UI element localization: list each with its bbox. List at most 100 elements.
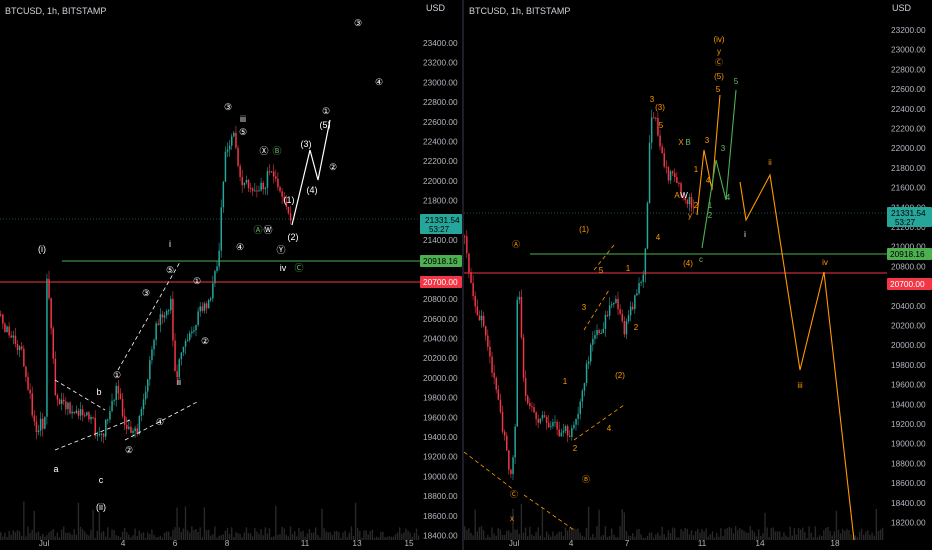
volume-bar (218, 535, 220, 540)
right-candle (472, 282, 474, 297)
right-red-level-tag: 20700.00 (890, 279, 925, 289)
volume-bar (178, 527, 180, 540)
right-current-price-tag-bg (887, 207, 932, 227)
volume-bar (829, 530, 831, 540)
left-candle (233, 132, 235, 137)
volume-bar (594, 537, 596, 540)
volume-bar (25, 536, 27, 540)
left-candle (235, 132, 237, 148)
trendline (583, 289, 610, 331)
left-candle (92, 416, 94, 418)
trendline (54, 419, 131, 451)
left-price-tick: 20400.00 (423, 334, 458, 344)
volume-bar (749, 526, 751, 540)
right-wave-label: 3 (705, 136, 710, 145)
left-candle (245, 179, 248, 183)
volume-bar (875, 508, 877, 540)
right-price-tick: 19600.00 (891, 380, 926, 390)
volume-bar (730, 528, 733, 540)
left-chart-panel[interactable]: (i) a b c (ii) i ① ② ③ ④ ⑤ ① ② ii iii ③ ⑤ ④ Ⓧ Ⓑ Ⓐ Ⓦ (1) (2) (3)(… (0, 0, 462, 550)
left-candle (18, 346, 21, 350)
right-candle (692, 207, 695, 209)
volume-bar (625, 530, 628, 540)
left-candle (184, 340, 187, 347)
volume-bar (529, 527, 531, 540)
left-candle (86, 412, 88, 416)
right-candle (491, 356, 493, 373)
volume-bar (701, 529, 703, 540)
volume-bar (751, 530, 754, 540)
volume-bar (865, 531, 867, 540)
left-price-tick: 19600.00 (423, 412, 458, 422)
left-price-tick: 18400.00 (423, 531, 458, 541)
volume-bar (554, 535, 556, 540)
volume-bar (205, 530, 208, 540)
volume-bar (300, 531, 302, 540)
volume-bar (304, 536, 306, 540)
volume-bar (312, 532, 315, 540)
volume-bar (491, 527, 493, 540)
volume-bar (615, 536, 617, 540)
volume-bar (109, 537, 111, 540)
left-currency-label: USD (426, 3, 446, 13)
right-candle (655, 117, 657, 119)
volume-bar (846, 528, 848, 540)
volume-bar (839, 533, 842, 540)
right-candle (512, 457, 514, 475)
left-candle (4, 323, 6, 332)
volume-bar (10, 534, 12, 540)
left-candle (115, 385, 117, 401)
volume-bar (283, 528, 285, 540)
volume-bar (273, 536, 275, 540)
volume-bar (825, 527, 827, 540)
volume-bar (535, 532, 537, 540)
volume-bar (258, 533, 260, 540)
volume-bar (327, 532, 329, 540)
left-candle (119, 393, 122, 399)
panel-divider[interactable] (462, 0, 464, 550)
volume-bar (407, 530, 409, 540)
right-wave-label: 2 (573, 444, 578, 453)
left-candle (210, 298, 212, 300)
volume-bar (762, 533, 764, 540)
left-candle (176, 371, 178, 378)
volume-bar (212, 534, 214, 540)
left-candle (214, 271, 216, 284)
volume-bar (718, 536, 720, 540)
right-candle (499, 399, 502, 412)
volume-bar (42, 533, 44, 540)
volume-bar (659, 535, 661, 540)
volume-bar (224, 530, 227, 540)
volume-bar (336, 530, 338, 540)
volume-bar (399, 527, 401, 540)
volume-bar (684, 527, 686, 540)
volume-bar (648, 532, 651, 540)
right-wave-label: (5) (714, 72, 724, 81)
volume-bar (6, 537, 8, 540)
volume-bar (214, 526, 216, 540)
volume-bar (325, 531, 327, 540)
volume-bar (663, 534, 665, 540)
left-candle (29, 389, 31, 394)
volume-bar (279, 534, 281, 540)
volume-bar (392, 536, 395, 540)
left-candle (226, 149, 229, 152)
volume-bar (590, 537, 592, 540)
volume-bar (0, 532, 2, 540)
volume-bar (315, 527, 317, 540)
volume-bar (587, 506, 590, 540)
volume-bar (831, 535, 833, 540)
volume-bar (516, 529, 518, 540)
volume-bar (734, 526, 737, 540)
left-candle (60, 399, 63, 404)
left-candle (58, 399, 61, 404)
right-candle (583, 383, 586, 391)
right-candle (508, 450, 510, 470)
left-candle (237, 147, 239, 166)
left-candle (117, 385, 120, 394)
left-candle (243, 182, 246, 186)
volume-bar (518, 533, 520, 540)
